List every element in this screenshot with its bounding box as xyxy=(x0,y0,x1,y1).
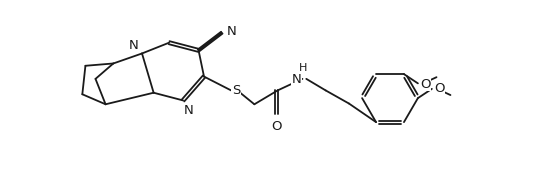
Text: O: O xyxy=(434,82,445,95)
Text: O: O xyxy=(272,120,282,133)
Text: N: N xyxy=(292,73,301,86)
Text: S: S xyxy=(232,84,240,97)
Text: N: N xyxy=(129,39,139,52)
Text: H: H xyxy=(299,63,307,73)
Text: O: O xyxy=(420,78,430,91)
Text: N: N xyxy=(184,104,194,117)
Text: N: N xyxy=(227,25,237,38)
